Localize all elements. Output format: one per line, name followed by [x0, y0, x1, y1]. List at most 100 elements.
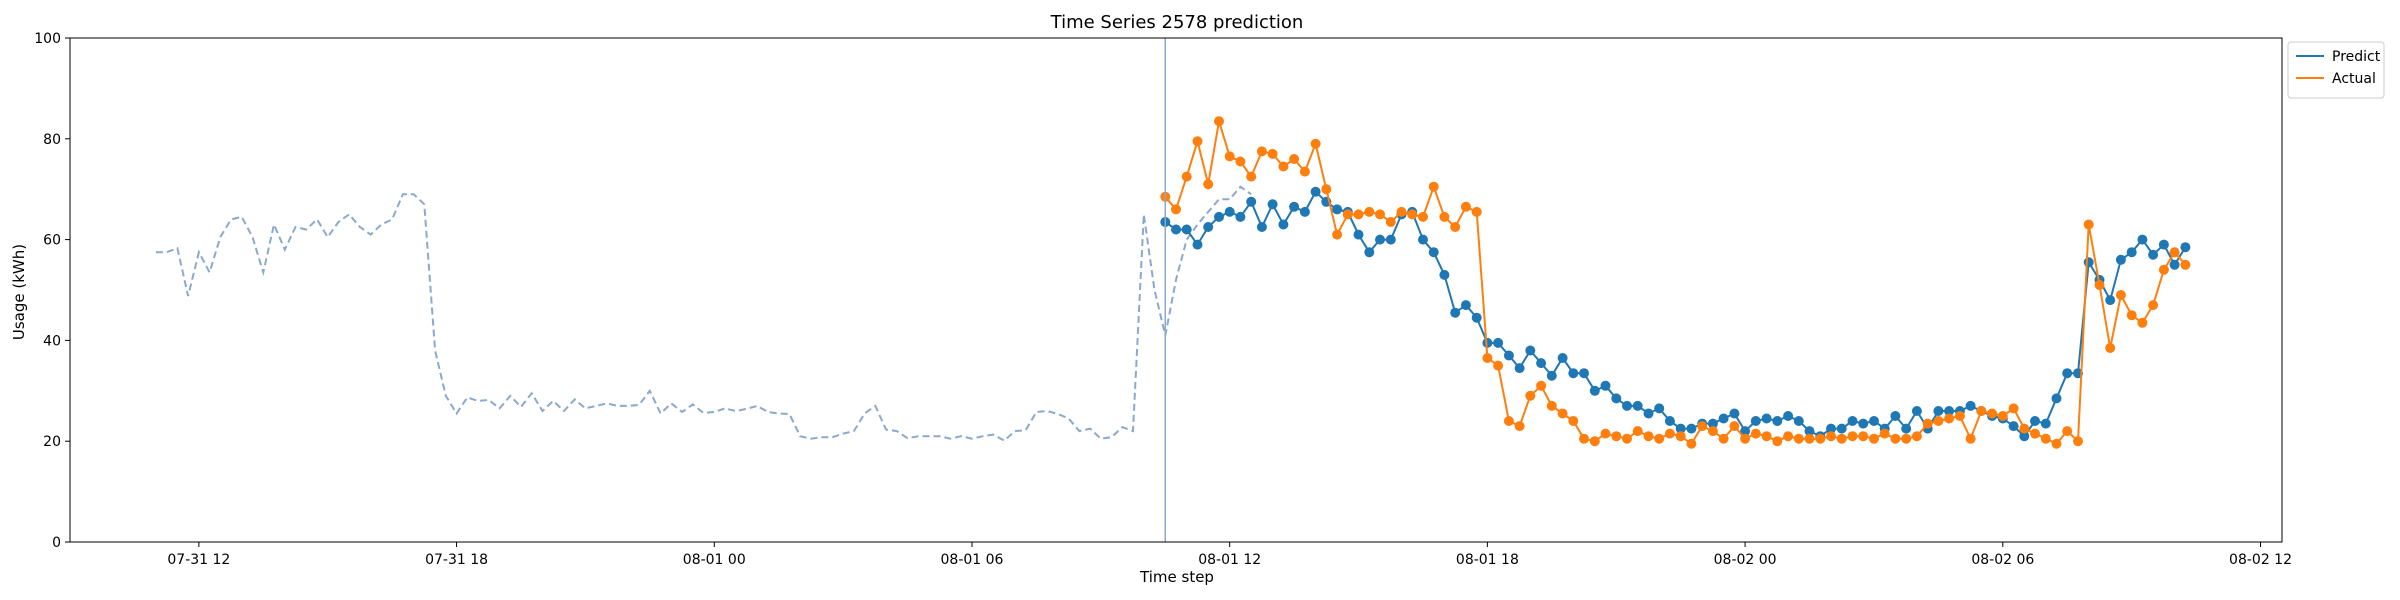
- predict-point: [1514, 363, 1525, 374]
- actual-point: [1224, 151, 1235, 162]
- predict-point: [2158, 239, 2169, 250]
- predict-point: [1364, 247, 1375, 258]
- actual-point: [2019, 423, 2030, 434]
- x-tick-label: 08-02 00: [1714, 552, 1777, 568]
- legend: Predict Actual: [2287, 41, 2385, 99]
- actual-point: [1922, 418, 1933, 429]
- actual-point: [1428, 181, 1439, 192]
- actual-point: [1192, 136, 1203, 147]
- predict-point: [1256, 222, 1267, 232]
- actual-point: [1589, 436, 1600, 447]
- predict-point: [2148, 249, 2159, 260]
- actual-point: [2137, 317, 2148, 328]
- actual-point: [2180, 259, 2191, 270]
- actual-point: [1385, 217, 1396, 227]
- actual-point: [1707, 426, 1718, 437]
- predict-point: [1707, 418, 1718, 429]
- x-tick-label: 08-01 06: [941, 552, 1004, 568]
- predict-point: [1611, 393, 1622, 404]
- actual-point: [1278, 161, 1289, 172]
- predict-point: [1385, 234, 1396, 245]
- predict-point: [1772, 416, 1783, 426]
- actual-point: [1654, 433, 1665, 444]
- predict-point: [2083, 257, 2094, 268]
- predict-point: [1836, 423, 1847, 434]
- predict-point: [1546, 370, 1557, 381]
- predict-point: [1579, 368, 1589, 379]
- actual-point: [1933, 416, 1944, 426]
- actual-point: [1879, 428, 1890, 439]
- actual-point: [1976, 406, 1987, 416]
- predict-point: [1804, 426, 1815, 437]
- actual-point: [2126, 310, 2137, 321]
- y-tick-label: 20: [43, 434, 61, 450]
- predict-point: [2115, 254, 2126, 265]
- predict-point: [1643, 408, 1654, 419]
- actual-point: [1632, 426, 1643, 437]
- actual-point: [1332, 229, 1343, 240]
- y-axis-label: Usage (kWh): [10, 244, 28, 340]
- actual-point: [1901, 433, 1912, 444]
- chart-title: Time Series 2578 prediction: [1050, 12, 1304, 33]
- actual-point: [2158, 264, 2169, 275]
- actual-line: [1164, 120, 2187, 446]
- x-tick-label: 08-01 18: [1456, 552, 1519, 568]
- predict-point: [1471, 312, 1482, 323]
- predict-point: [1793, 416, 1804, 426]
- predict-point: [1933, 406, 1944, 416]
- y-tick-label: 0: [52, 535, 61, 551]
- predict-point: [1375, 234, 1385, 245]
- predict-point: [1729, 408, 1740, 419]
- actual-point: [1321, 184, 1332, 195]
- x-tick-label: 08-01 12: [1198, 552, 1261, 568]
- actual-point: [1804, 433, 1815, 444]
- actual-point: [1911, 431, 1922, 442]
- actual-point: [1299, 166, 1310, 177]
- predict-point: [1525, 345, 1536, 356]
- predict-point: [2137, 234, 2148, 245]
- predict-point: [1589, 385, 1600, 396]
- x-axis: 07-31 12 07-31 18 08-01 00 08-01 06 08-01 12…: [167, 542, 2292, 568]
- actual-point: [1729, 421, 1740, 432]
- actual-point: [1750, 428, 1761, 439]
- actual-point: [1256, 146, 1267, 157]
- actual-point: [1600, 428, 1611, 439]
- predict-point: [1536, 358, 1547, 369]
- predict-point: [1332, 204, 1343, 215]
- actual-point: [2051, 438, 2062, 449]
- predict-point: [1783, 411, 1794, 421]
- actual-point: [1740, 433, 1751, 444]
- predict-point: [1224, 206, 1235, 217]
- history-line: [155, 185, 1252, 442]
- actual-point: [2008, 403, 2019, 414]
- actual-point: [1503, 416, 1514, 426]
- actual-point: [1858, 431, 1869, 442]
- actual-point: [1664, 428, 1675, 439]
- actual-point: [1546, 400, 1557, 411]
- actual-point: [1203, 179, 1214, 190]
- predict-point: [1418, 234, 1428, 245]
- actual-point: [1482, 353, 1493, 363]
- actual-point: [1181, 171, 1192, 182]
- actual-point: [1954, 411, 1965, 421]
- actual-point: [1493, 360, 1504, 371]
- actual-point: [1815, 433, 1826, 444]
- actual-point: [2062, 426, 2073, 437]
- predict-point: [1267, 199, 1278, 210]
- predict-point: [1858, 418, 1869, 429]
- y-tick-label: 100: [34, 31, 61, 47]
- x-tick-label: 08-02 06: [1971, 552, 2034, 568]
- actual-point: [1450, 222, 1461, 232]
- predict-point: [2169, 259, 2180, 270]
- actual-point: [1847, 431, 1858, 442]
- actual-point: [1890, 433, 1901, 444]
- predict-point: [1428, 247, 1439, 258]
- series-actual: [1160, 116, 2191, 449]
- predict-point: [1965, 400, 1976, 411]
- predict-point: [1740, 426, 1751, 437]
- predict-point: [1901, 423, 1912, 434]
- actual-point: [1310, 138, 1321, 149]
- predict-point: [1235, 211, 1246, 222]
- predict-point: [1718, 413, 1729, 424]
